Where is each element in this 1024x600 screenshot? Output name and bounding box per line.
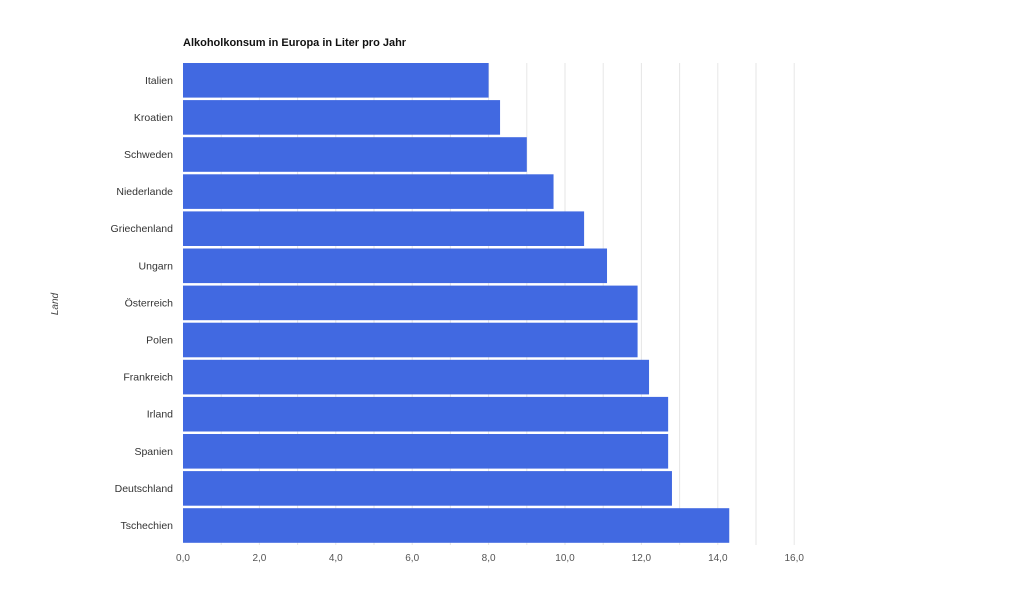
- x-tick-label: 12,0: [632, 553, 652, 564]
- bar-frankreich: [183, 359, 650, 395]
- bar-polen: [183, 322, 638, 358]
- category-label: Italien: [145, 75, 173, 87]
- bar-griechenland: [183, 211, 585, 246]
- y-axis-label: Land: [50, 292, 61, 315]
- category-label: Schweden: [124, 149, 173, 161]
- bar-deutschland: [183, 471, 672, 506]
- category-label: Polen: [146, 335, 173, 347]
- category-label: Griechenland: [111, 223, 174, 235]
- x-tick-label: 10,0: [555, 553, 575, 564]
- bar-spanien: [183, 434, 669, 469]
- chart-title: Alkoholkonsum in Europa in Liter pro Jah…: [183, 37, 407, 49]
- x-tick-label: 0,0: [176, 553, 190, 564]
- x-tick-labels: 0,0 2,0 4,0 6,0 8,0 10,0 12,0 14,0 16,0: [176, 553, 804, 564]
- bars: [183, 63, 730, 543]
- category-label: Tschechien: [120, 520, 173, 532]
- category-label: Deutschland: [115, 483, 174, 495]
- bar-italien: [183, 63, 489, 98]
- bar-niederlande: [183, 174, 554, 209]
- bar-schweden: [183, 137, 527, 172]
- bar-irland: [183, 396, 669, 432]
- x-tick-label: 14,0: [708, 553, 728, 564]
- category-label: Spanien: [134, 446, 173, 458]
- category-label: Irland: [147, 409, 173, 421]
- bar-österreich: [183, 285, 638, 321]
- x-tick-label: 2,0: [252, 553, 266, 564]
- bar-kroatien: [183, 100, 501, 135]
- x-tick-label: 16,0: [784, 553, 804, 564]
- category-label: Frankreich: [123, 372, 173, 384]
- x-tick-label: 8,0: [482, 553, 496, 564]
- category-labels: Italien Kroatien Schweden Niederlande Griech…: [111, 75, 174, 532]
- category-label: Österreich: [125, 297, 174, 309]
- category-label: Kroatien: [134, 112, 173, 124]
- bar-tschechien: [183, 508, 730, 543]
- category-label: Niederlande: [116, 186, 173, 198]
- x-tick-label: 4,0: [329, 553, 343, 564]
- bar-ungarn: [183, 248, 608, 284]
- x-tick-label: 6,0: [405, 553, 419, 564]
- category-label: Ungarn: [139, 260, 174, 272]
